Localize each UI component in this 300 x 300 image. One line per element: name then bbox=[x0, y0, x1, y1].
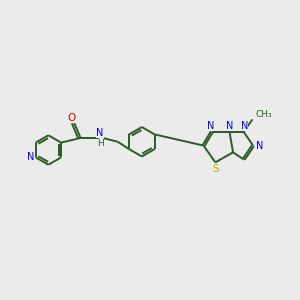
Text: N: N bbox=[27, 152, 34, 162]
Text: N: N bbox=[241, 121, 248, 131]
Text: N: N bbox=[226, 121, 234, 131]
Text: CH₃: CH₃ bbox=[255, 110, 272, 119]
Text: S: S bbox=[212, 164, 219, 174]
Text: O: O bbox=[67, 112, 76, 123]
Text: H: H bbox=[97, 139, 104, 148]
Text: N: N bbox=[256, 141, 263, 151]
Text: N: N bbox=[207, 121, 214, 131]
Text: N: N bbox=[96, 128, 104, 138]
